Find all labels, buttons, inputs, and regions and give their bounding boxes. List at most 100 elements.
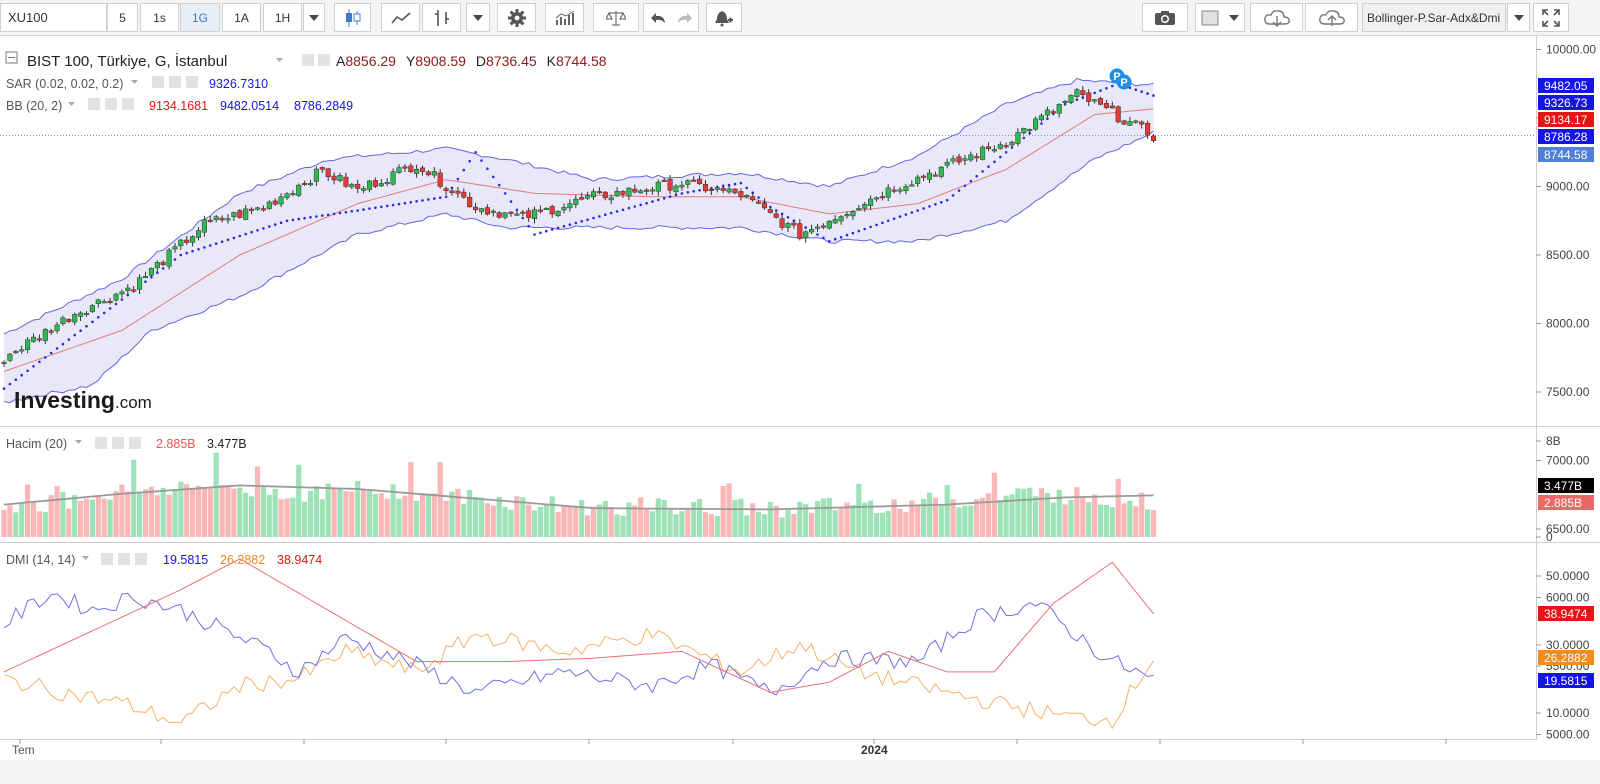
sar-point[interactable] — [574, 221, 578, 225]
saved-template-select[interactable]: Bollinger-P.Sar-Adx&Dmi — [1362, 3, 1506, 32]
volume-bar[interactable] — [496, 496, 502, 537]
volume-bar[interactable] — [991, 472, 997, 537]
volume-bar[interactable] — [313, 486, 319, 537]
price-badge[interactable] — [1538, 129, 1594, 144]
volume-bar[interactable] — [508, 509, 514, 537]
candle[interactable] — [1050, 111, 1056, 114]
volume-bar[interactable] — [726, 483, 732, 537]
volume-bar[interactable] — [437, 461, 443, 537]
volume-panel[interactable] — [1, 452, 1157, 538]
candle[interactable] — [455, 190, 461, 194]
candle[interactable] — [1038, 115, 1045, 121]
sar-point[interactable] — [368, 207, 371, 210]
sar-point[interactable] — [14, 378, 18, 382]
volume-bar[interactable] — [237, 487, 243, 538]
volume-bar[interactable] — [1050, 502, 1056, 537]
volume-bar[interactable] — [113, 491, 119, 537]
sar-point[interactable] — [462, 168, 466, 172]
volume-bar[interactable] — [349, 491, 355, 537]
volume-bar[interactable] — [862, 502, 868, 538]
candle[interactable] — [856, 208, 862, 211]
candle[interactable] — [366, 180, 373, 190]
sar-point[interactable] — [73, 333, 76, 337]
candle[interactable] — [408, 165, 414, 173]
candle[interactable] — [791, 222, 797, 226]
dropdown-icon[interactable] — [466, 3, 490, 32]
volume-bar[interactable] — [944, 485, 950, 537]
sar-point[interactable] — [144, 280, 147, 283]
redo-icon[interactable] — [671, 3, 699, 32]
candle[interactable] — [921, 175, 927, 178]
volume-bar[interactable] — [414, 500, 420, 537]
sar-point[interactable] — [185, 251, 188, 255]
volume-bar[interactable] — [667, 508, 673, 537]
candle[interactable] — [980, 146, 986, 160]
candle[interactable] — [496, 212, 502, 218]
dmi-badge[interactable] — [1538, 606, 1594, 621]
volume-bar[interactable] — [567, 506, 573, 537]
volume-bar[interactable] — [608, 506, 614, 537]
camera-icon[interactable] — [1142, 3, 1188, 32]
sar-point[interactable] — [816, 233, 819, 236]
price-badge[interactable] — [1538, 147, 1594, 162]
volume-bar[interactable] — [720, 486, 726, 537]
candle[interactable] — [1080, 90, 1086, 96]
volume-bar[interactable] — [1109, 507, 1115, 537]
candle[interactable] — [862, 204, 868, 209]
volume-bar[interactable] — [30, 501, 37, 537]
sar-point[interactable] — [67, 338, 71, 341]
sar-point[interactable] — [262, 227, 265, 230]
adx-line[interactable] — [3, 558, 1154, 694]
candle[interactable] — [478, 208, 485, 212]
time-axis[interactable]: Tem 2024 — [12, 739, 1447, 757]
volume-bar[interactable] — [225, 485, 231, 537]
volume-bar[interactable] — [767, 502, 773, 537]
sar-point[interactable] — [999, 155, 1002, 159]
chart-area[interactable]: PP 10000.009500.009000.008500.008000.007… — [0, 36, 1600, 784]
sar-point[interactable] — [38, 360, 41, 364]
sar-point[interactable] — [232, 236, 236, 240]
candle[interactable] — [508, 211, 514, 214]
volume-bar[interactable] — [1027, 487, 1033, 537]
sar-point[interactable] — [438, 196, 442, 199]
sar-point[interactable] — [79, 329, 82, 333]
sar-point[interactable] — [85, 324, 88, 328]
sar-point[interactable] — [562, 224, 566, 228]
sar-point[interactable] — [1134, 88, 1138, 91]
sar-point[interactable] — [421, 199, 424, 202]
candle[interactable] — [926, 172, 933, 180]
candle[interactable] — [42, 329, 48, 342]
volume-bar[interactable] — [838, 507, 844, 537]
candle[interactable] — [1139, 121, 1145, 125]
candle[interactable] — [54, 324, 60, 332]
candle[interactable] — [761, 202, 768, 209]
sar-point[interactable] — [338, 211, 342, 215]
sar-point[interactable] — [2, 387, 6, 390]
sar-point[interactable] — [244, 232, 247, 236]
candle[interactable] — [1086, 92, 1092, 102]
candle[interactable] — [490, 210, 496, 213]
candle[interactable] — [526, 210, 532, 218]
candle[interactable] — [744, 195, 750, 198]
candle[interactable] — [1097, 98, 1104, 105]
volume-bar[interactable] — [455, 488, 461, 537]
candle[interactable] — [596, 191, 602, 194]
sar-point[interactable] — [385, 204, 389, 208]
sar-point[interactable] — [291, 218, 295, 222]
sar-point[interactable] — [315, 215, 318, 218]
sar-point[interactable] — [963, 184, 967, 188]
sar-point[interactable] — [769, 205, 772, 209]
volume-bar[interactable] — [1115, 478, 1121, 537]
sar-point[interactable] — [173, 258, 177, 261]
candle[interactable] — [809, 228, 815, 233]
candle[interactable] — [125, 287, 131, 292]
gear-icon[interactable] — [497, 3, 536, 32]
sar-point[interactable] — [356, 209, 360, 212]
interval-dropdown-icon[interactable] — [303, 3, 325, 32]
sar-point[interactable] — [928, 205, 931, 208]
volume-bar[interactable] — [708, 514, 714, 537]
sar-point[interactable] — [297, 217, 301, 221]
volume-bar[interactable] — [443, 500, 449, 537]
volume-bar[interactable] — [661, 500, 667, 537]
candle[interactable] — [402, 166, 408, 169]
